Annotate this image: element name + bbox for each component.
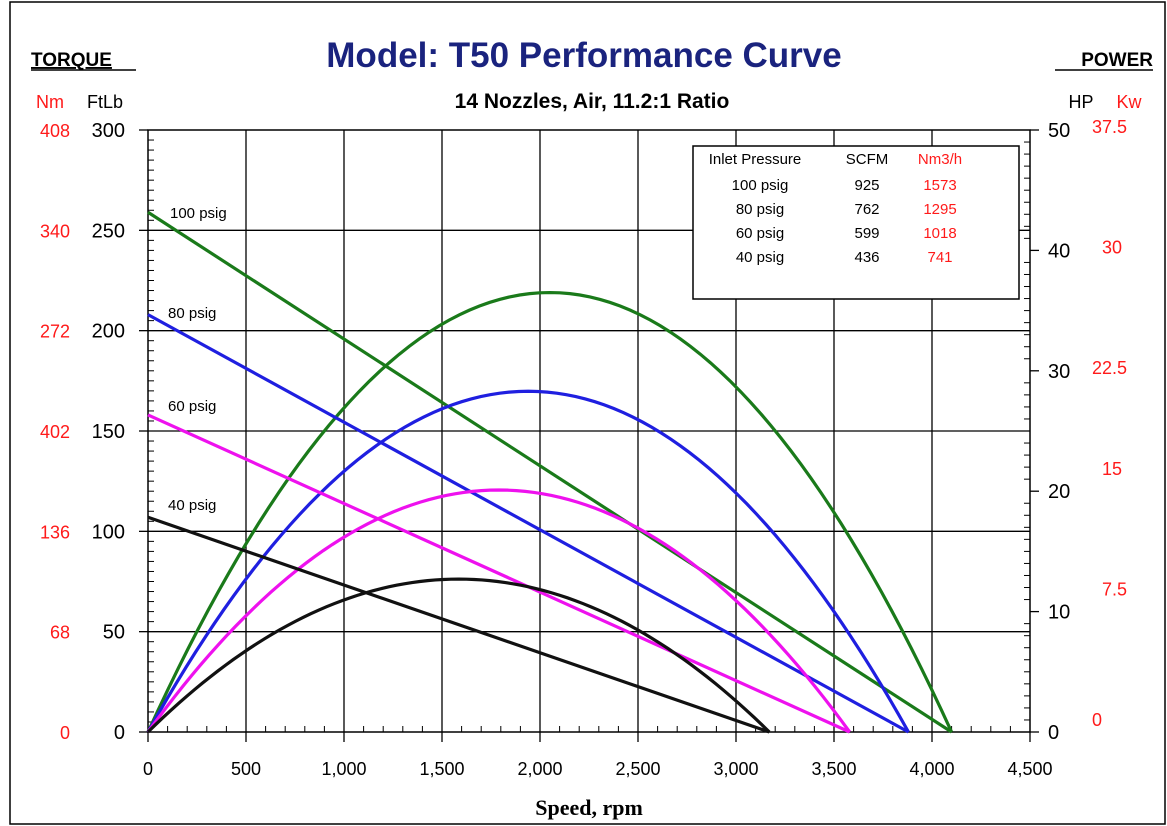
- series-label: 100 psig: [170, 205, 227, 222]
- torque-heading: TORQUE: [31, 50, 112, 71]
- table-cell: 925: [854, 177, 879, 194]
- x-axis-label: Speed, rpm: [535, 795, 643, 820]
- table-cell: 762: [854, 201, 879, 218]
- power-curve: [146, 290, 954, 733]
- table-header-cell: Nm3/h: [918, 151, 962, 168]
- y-right-secondary-label: 30: [1102, 237, 1122, 257]
- series-label: 40 psig: [168, 497, 216, 514]
- pressure-table-border: [692, 145, 1020, 300]
- y-right-secondary-label: 22.5: [1092, 358, 1127, 378]
- y-left-secondary-label: 408: [40, 121, 70, 141]
- x-tick-label: 4,000: [909, 759, 954, 779]
- table-cell: 741: [927, 249, 952, 266]
- y-right-tick-label: 20: [1048, 481, 1070, 503]
- x-tick-label: 3,000: [713, 759, 758, 779]
- table-cell: 599: [854, 225, 879, 242]
- x-tick-label: 500: [231, 759, 261, 779]
- right-primary-unit: HP: [1068, 92, 1093, 112]
- table-cell: 1573: [923, 177, 956, 194]
- chart-title: Model: T50 Performance Curve: [326, 36, 841, 75]
- y-left-secondary-label: 68: [50, 623, 70, 643]
- table-cell: 436: [854, 249, 879, 266]
- left-secondary-unit: Nm: [36, 92, 64, 112]
- y-left-secondary-label: 0: [60, 723, 70, 743]
- y-right-secondary-label: 15: [1102, 459, 1122, 479]
- y-right-tick-label: 40: [1048, 240, 1070, 262]
- series-labels: 100 psig 80 psig 60 psig 40 psig: [168, 205, 227, 514]
- power-curve: [146, 488, 851, 733]
- power-curve: [146, 389, 910, 733]
- y-left-secondary-label: 136: [40, 522, 70, 542]
- table-cell: 80 psig: [736, 201, 784, 218]
- y-right-secondary-label: 37.5: [1092, 117, 1127, 137]
- x-tick-label: 2,000: [517, 759, 562, 779]
- y-left-secondary-label: 272: [40, 322, 70, 342]
- y-left-secondary-label: 402: [40, 422, 70, 442]
- x-tick-label: 2,500: [615, 759, 660, 779]
- series-layer: [146, 210, 954, 734]
- y-right-tick-label: 0: [1048, 722, 1059, 744]
- x-tick-label: 0: [143, 759, 153, 779]
- y-left-tick-label: 0: [114, 722, 125, 744]
- table-cell: 100 psig: [732, 177, 789, 194]
- x-tick-label: 4,500: [1007, 759, 1052, 779]
- outer-frame: [9, 1, 1166, 825]
- y-right-secondary-label: 0: [1092, 710, 1102, 730]
- y-left-tick-label: 200: [92, 321, 125, 343]
- y-right-tick-label: 30: [1048, 361, 1070, 383]
- table-header-cell: Inlet Pressure: [709, 151, 802, 168]
- table-cell: 60 psig: [736, 225, 784, 242]
- y-right-tick-label: 50: [1048, 120, 1070, 142]
- torque-line: [147, 515, 770, 734]
- left-primary-unit: FtLb: [87, 92, 123, 112]
- table-header-cell: SCFM: [846, 151, 889, 168]
- y-left-tick-label: 50: [103, 622, 125, 644]
- x-tick-label: 1,000: [321, 759, 366, 779]
- torque-line: [147, 313, 910, 734]
- table-cell: 40 psig: [736, 249, 784, 266]
- right-secondary-unit: Kw: [1116, 92, 1142, 112]
- y-left-tick-label: 300: [92, 120, 125, 142]
- power-curve: [146, 577, 771, 734]
- y-right-tick-label: 10: [1048, 602, 1070, 624]
- series-label: 80 psig: [168, 305, 216, 322]
- table-cell: 1018: [923, 225, 956, 242]
- y-left-tick-label: 100: [92, 521, 125, 543]
- x-tick-label: 3,500: [811, 759, 856, 779]
- tick-labels: 0 500 1,000 1,500 2,000 2,500 3,000 3,500 4,000 4…: [40, 117, 1127, 779]
- series-label: 60 psig: [168, 398, 216, 415]
- power-heading: POWER: [1081, 50, 1153, 71]
- chart-subtitle: 14 Nozzles, Air, 11.2:1 Ratio: [455, 90, 730, 113]
- y-left-tick-label: 250: [92, 220, 125, 242]
- torque-line: [147, 413, 851, 734]
- table-cell: 1295: [923, 201, 956, 218]
- y-right-secondary-label: 7.5: [1102, 580, 1127, 600]
- y-left-secondary-label: 340: [40, 221, 70, 241]
- x-tick-label: 1,500: [419, 759, 464, 779]
- torque-line: [147, 210, 953, 734]
- pressure-table: Inlet Pressure SCFM Nm3/h 100 psig 925 1573 80…: [692, 145, 1020, 300]
- y-left-tick-label: 150: [92, 421, 125, 443]
